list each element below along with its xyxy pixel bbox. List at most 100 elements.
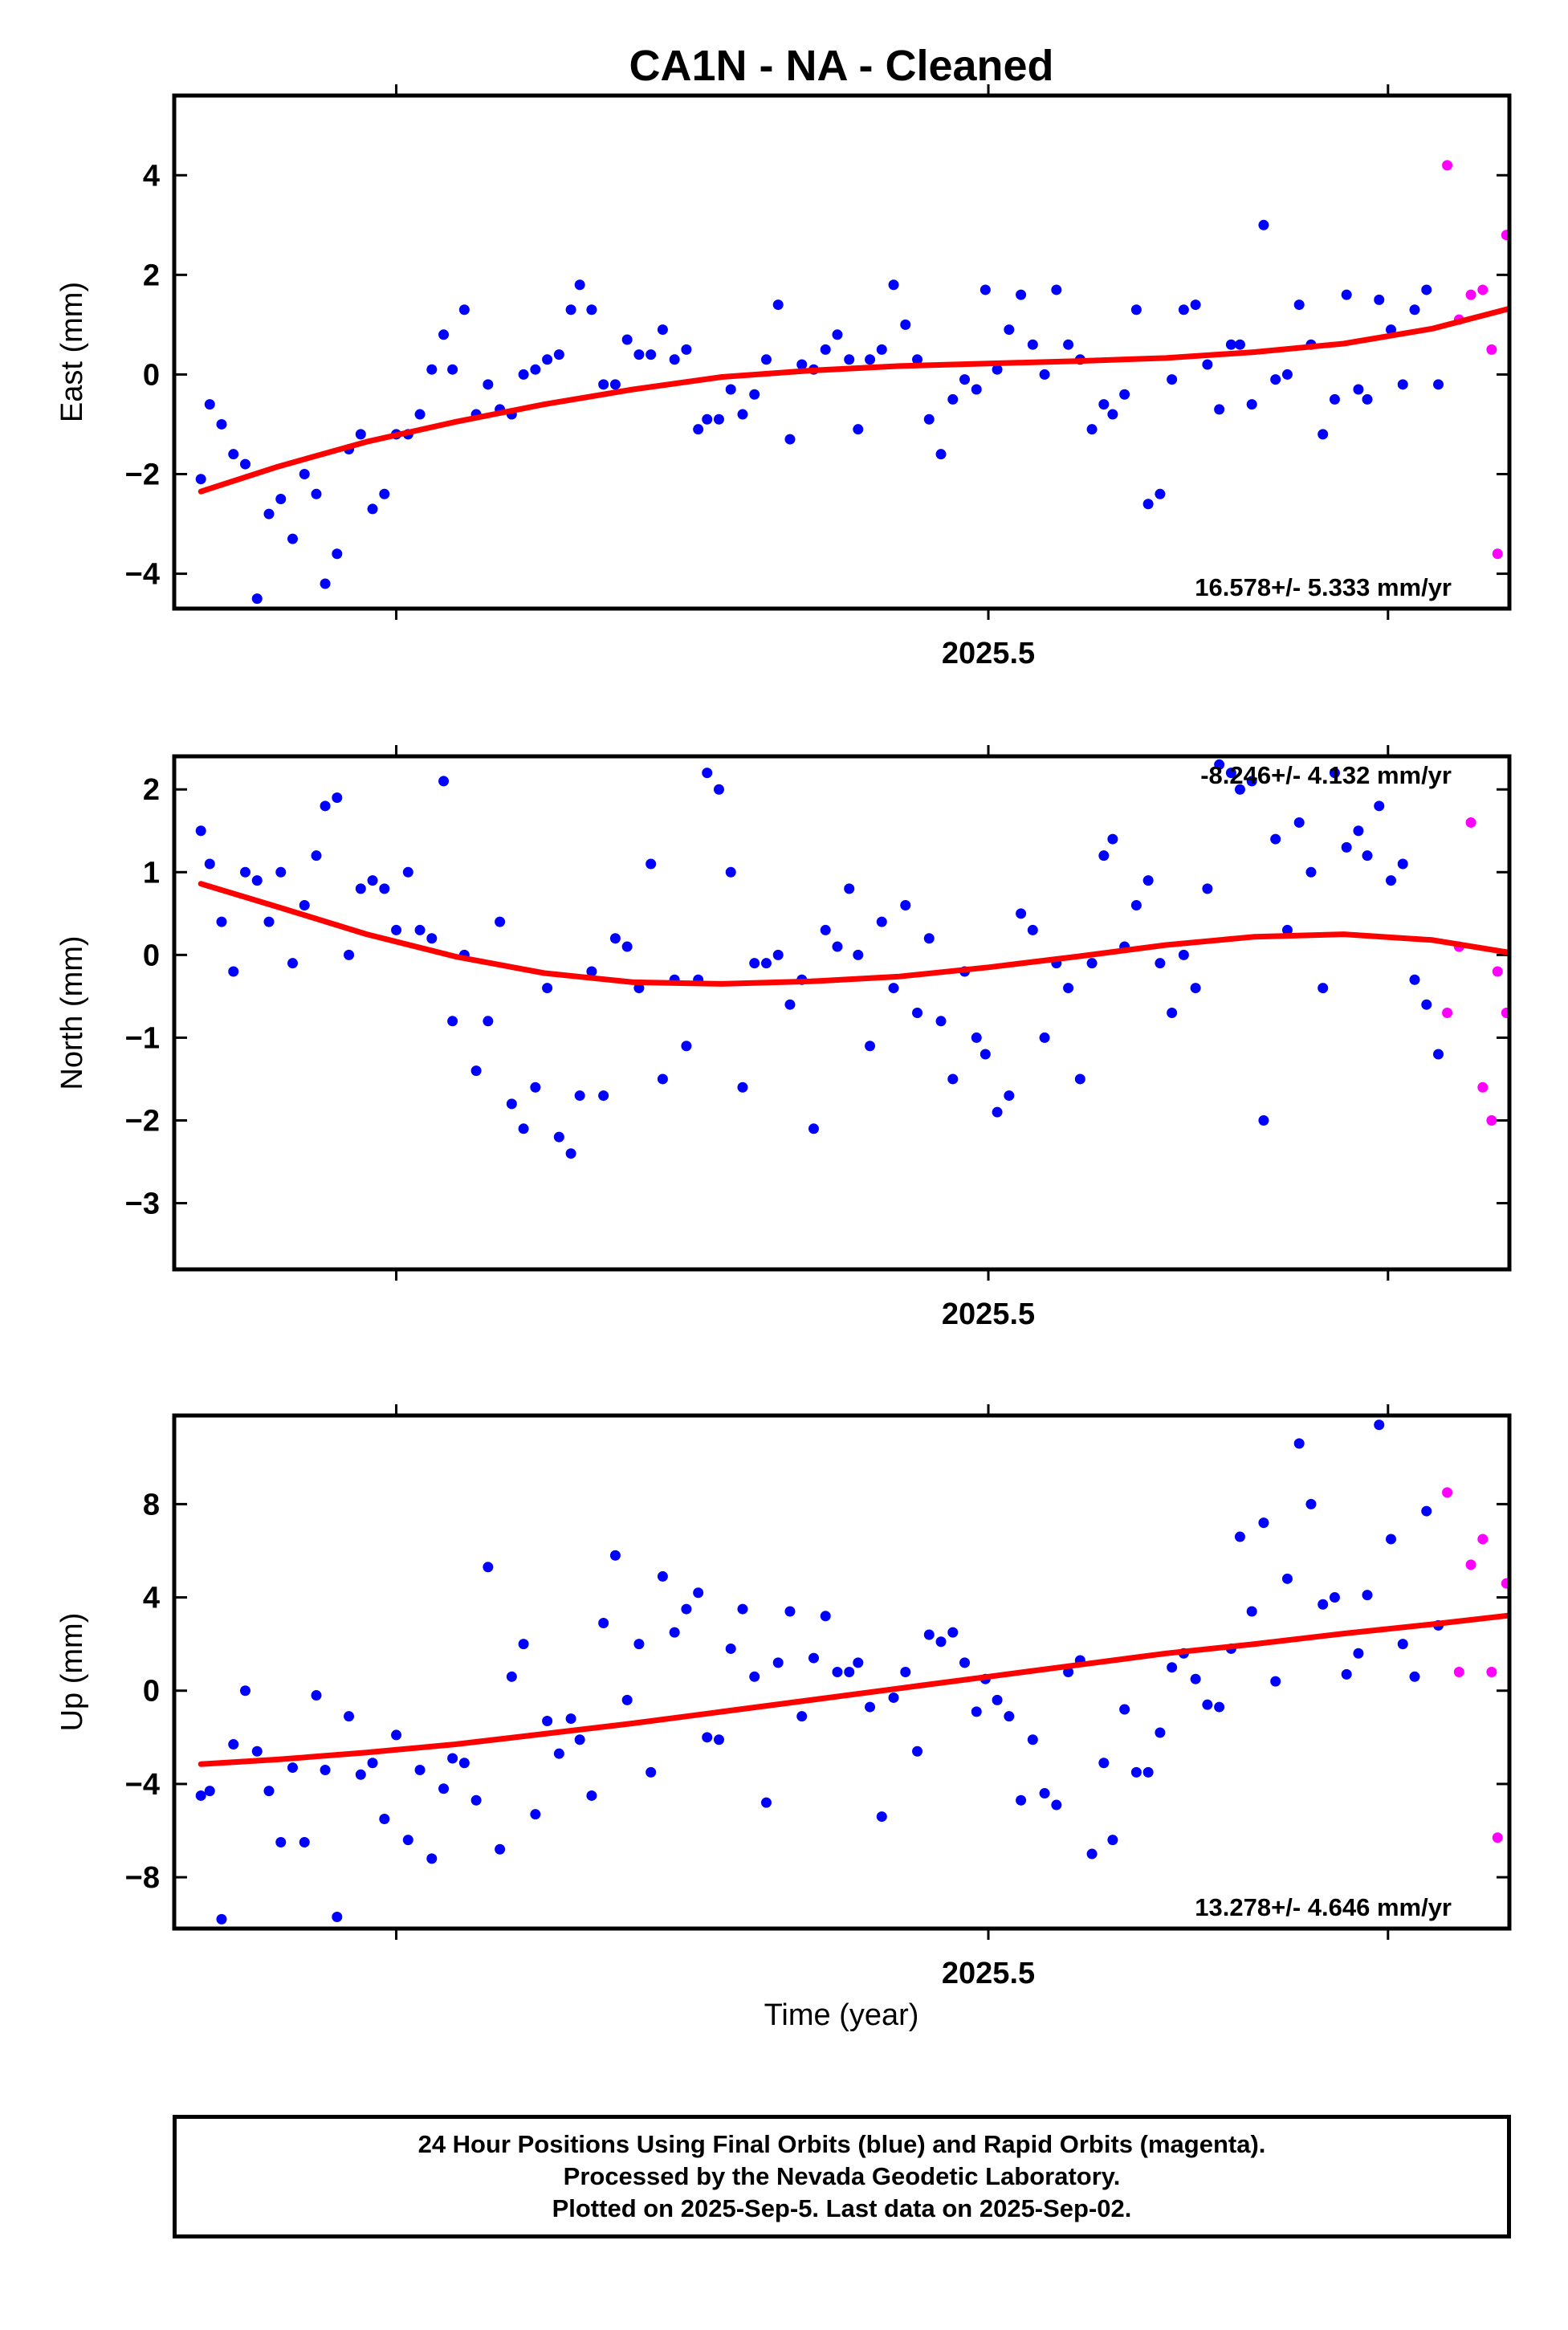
north-final-point xyxy=(808,1123,819,1134)
up-final-point xyxy=(935,1636,947,1648)
east-final-point xyxy=(379,488,390,499)
up-final-point xyxy=(391,1729,402,1741)
up-final-point xyxy=(853,1657,864,1668)
north-final-point xyxy=(598,1090,609,1102)
up-final-point xyxy=(657,1570,668,1582)
north-final-point xyxy=(935,1016,947,1027)
north-final-point xyxy=(979,1049,991,1060)
up-final-point xyxy=(923,1629,935,1640)
east-final-point xyxy=(426,364,438,375)
east-final-point xyxy=(1246,399,1257,410)
east-final-point xyxy=(888,279,899,291)
east-y-axis-label: East (mm) xyxy=(55,282,89,422)
up-final-point xyxy=(784,1606,796,1617)
east-final-point xyxy=(693,424,704,435)
east-final-point xyxy=(1155,488,1166,499)
north-final-point xyxy=(1270,833,1281,845)
north-final-point xyxy=(912,1008,923,1018)
east-final-point xyxy=(367,503,378,515)
north-final-point xyxy=(239,866,250,878)
up-final-point xyxy=(414,1764,426,1775)
east-frame xyxy=(172,93,1512,611)
north-ytick-label: 0 xyxy=(143,939,160,972)
caption-line-2: Processed by the Nevada Geodetic Laborat… xyxy=(563,2162,1121,2190)
up-ytick-label: 8 xyxy=(143,1488,160,1521)
north-final-point xyxy=(853,949,864,960)
up-final-point xyxy=(900,1667,911,1677)
north-final-point xyxy=(565,1148,576,1159)
north-final-point xyxy=(749,958,760,969)
up-final-point xyxy=(216,1913,227,1925)
east-final-point xyxy=(772,299,784,311)
up-final-point xyxy=(681,1603,692,1615)
east-final-point xyxy=(287,533,298,544)
east-final-point xyxy=(574,279,585,291)
up-xtick-label: 2025.5 xyxy=(942,1957,1035,1990)
north-final-point xyxy=(923,933,935,944)
east-final-point xyxy=(621,334,633,345)
east-final-point xyxy=(542,354,553,365)
east-final-point xyxy=(1107,409,1118,420)
north-final-point xyxy=(1004,1090,1015,1102)
north-final-point xyxy=(1318,983,1329,994)
east-final-point xyxy=(1270,374,1281,385)
north-final-point xyxy=(702,768,713,779)
east-final-point xyxy=(483,379,494,390)
east-final-point xyxy=(1214,404,1225,415)
north-final-point xyxy=(725,866,736,878)
east-final-point xyxy=(702,413,713,425)
east-final-point xyxy=(311,488,322,499)
east-final-point xyxy=(299,468,310,479)
east-final-point xyxy=(239,458,250,470)
east-final-point xyxy=(332,548,343,560)
north-final-point xyxy=(1234,784,1245,795)
up-final-point xyxy=(379,1813,390,1824)
east-final-point xyxy=(912,354,923,365)
east-rapid-point xyxy=(1492,548,1503,560)
up-final-point xyxy=(992,1694,1003,1705)
up-ytick-label: 4 xyxy=(143,1582,160,1615)
north-final-point xyxy=(574,1090,585,1102)
up-final-point xyxy=(530,1809,541,1820)
up-final-point xyxy=(447,1753,458,1764)
east-final-point xyxy=(669,354,680,365)
north-final-point xyxy=(713,784,724,795)
east-final-point xyxy=(598,379,609,390)
north-y-axis-label: North (mm) xyxy=(55,935,89,1090)
north-final-point xyxy=(299,900,310,911)
up-final-point xyxy=(586,1790,597,1801)
north-final-point xyxy=(586,966,597,977)
east-final-point xyxy=(992,364,1003,375)
east-final-point xyxy=(1098,399,1110,410)
up-final-point xyxy=(311,1690,322,1701)
up-final-point xyxy=(1234,1531,1245,1542)
north-final-point xyxy=(646,858,657,870)
x-axis-label: Time (year) xyxy=(764,1998,919,2032)
up-final-point xyxy=(320,1764,331,1775)
up-final-point xyxy=(971,1706,982,1717)
up-rapid-point xyxy=(1477,1534,1489,1545)
east-final-point xyxy=(1063,339,1074,350)
north-final-point xyxy=(1281,924,1293,935)
east-fit-line xyxy=(198,305,1509,495)
up-final-point xyxy=(263,1786,275,1797)
up-rapid-point xyxy=(1510,1438,1521,1448)
east-final-point xyxy=(876,344,887,355)
up-final-point xyxy=(1258,1517,1269,1529)
north-final-point xyxy=(1225,768,1236,779)
up-final-point xyxy=(402,1835,413,1846)
north-final-point xyxy=(275,866,287,878)
up-rapid-point xyxy=(1465,1559,1476,1570)
east-final-point xyxy=(713,413,724,425)
east-final-point xyxy=(1258,219,1269,230)
up-final-point xyxy=(912,1745,923,1757)
north-final-point xyxy=(495,916,506,927)
north-panel: −3 −2 −1 0 1 2 2025.5 North (mm) -8.246+/- 4.132… xyxy=(55,745,1512,1331)
up-final-point xyxy=(195,1790,206,1801)
up-final-point xyxy=(1318,1599,1329,1610)
up-final-point xyxy=(796,1711,808,1722)
east-final-point xyxy=(923,413,935,425)
north-rapid-point xyxy=(1442,1008,1453,1018)
north-final-point xyxy=(426,933,438,944)
panels: −4 −2 0 2 4 2025.5 East (mm) 16.578+/- 5.333 mm… xyxy=(55,84,1521,1990)
